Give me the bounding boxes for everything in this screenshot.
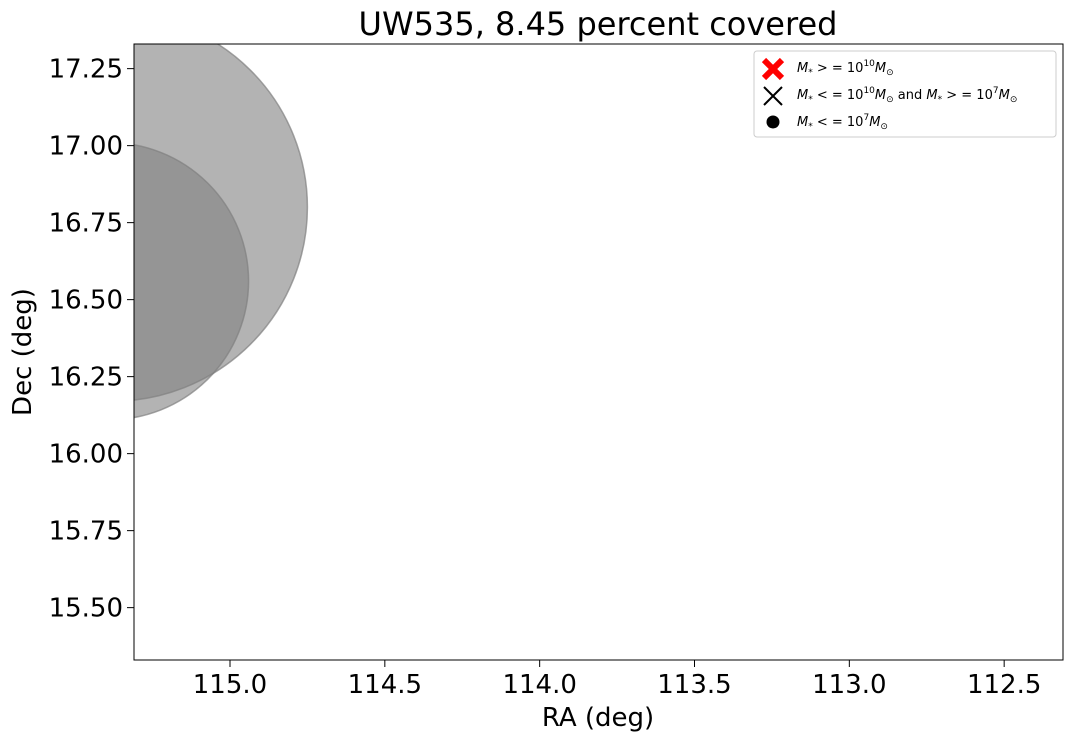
- plot-frame: [133, 43, 1064, 661]
- svg-text:M* < = 107M⊙: M* < = 107M⊙: [797, 113, 888, 132]
- svg-text:M* > = 1010M⊙: M* > = 1010M⊙: [797, 59, 894, 78]
- x-tick-label: 113.0: [812, 670, 886, 700]
- chart-title: UW535, 8.45 percent covered: [359, 5, 838, 43]
- coverage-circle-2: [134, 144, 250, 419]
- y-tick-label: 15.75: [49, 517, 123, 547]
- y-tick-label: 17.00: [49, 132, 123, 162]
- x-tick-label: 114.0: [502, 670, 576, 700]
- y-axis-ticks: 15.50 15.75 16.00 16.25 16.50 16.75 17.00 17.25: [49, 55, 134, 624]
- svg-text:M* < = 1010M⊙ and M* > = 107M: M* < = 1010M⊙ and M* > = 107M⊙: [797, 86, 1017, 105]
- y-tick-label: 16.00: [49, 440, 123, 470]
- legend: M* > = 1010M⊙ M* < = 1010M⊙ and M* > = 1…: [753, 50, 1057, 138]
- x-tick-label: 112.5: [967, 670, 1041, 700]
- y-axis-title: Dec (deg): [8, 288, 38, 416]
- y-tick-label: 15.50: [49, 594, 123, 624]
- legend-marker-mid-mass: [763, 86, 783, 106]
- legend-marker-small-mass: [766, 115, 780, 129]
- y-tick-label: 17.25: [49, 55, 123, 85]
- x-axis-title: RA (deg): [542, 703, 654, 733]
- x-tick-label: 113.5: [657, 670, 731, 700]
- legend-box: [753, 50, 1057, 138]
- x-axis-ticks: 115.0 114.5 114.0 113.5 113.0 112.5: [193, 660, 1041, 700]
- y-tick-label: 16.25: [49, 363, 123, 393]
- coverage-regions: [134, 44, 309, 419]
- x-tick-label: 114.5: [348, 670, 422, 700]
- legend-marker-large-mass: [761, 57, 785, 81]
- y-tick-label: 16.75: [49, 209, 123, 239]
- x-tick-label: 115.0: [193, 670, 267, 700]
- y-tick-label: 16.50: [49, 286, 123, 316]
